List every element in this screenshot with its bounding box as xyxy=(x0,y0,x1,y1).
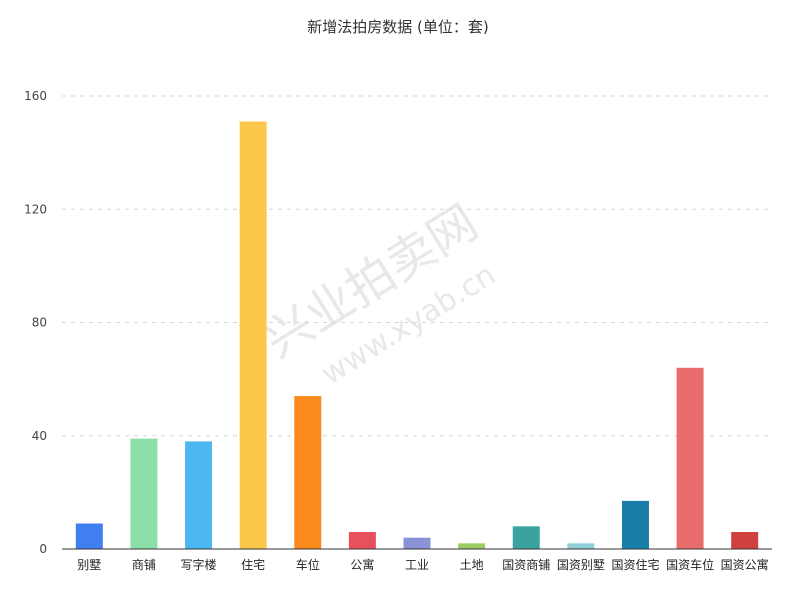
bar xyxy=(239,121,267,549)
bar xyxy=(130,438,158,549)
y-tick-label: 0 xyxy=(39,542,47,556)
x-tick-label: 国资住宅 xyxy=(611,557,659,572)
bar xyxy=(458,543,486,549)
y-tick-label: 160 xyxy=(24,89,47,103)
x-tick-label: 商铺 xyxy=(132,557,156,572)
y-tick-label: 40 xyxy=(32,429,47,443)
bar xyxy=(75,523,103,549)
watermark: 兴业拍卖网 www.xyab.cn xyxy=(254,194,502,392)
bar xyxy=(621,500,649,549)
bar xyxy=(512,526,540,549)
x-tick-label: 国资车位 xyxy=(666,557,714,572)
x-tick-label: 国资商铺 xyxy=(502,557,550,572)
chart-title: 新增法拍房数据 (单位：套) xyxy=(307,18,488,36)
x-tick-label: 写字楼 xyxy=(181,557,217,572)
x-tick-label: 国资公寓 xyxy=(721,557,769,572)
bar xyxy=(294,396,322,549)
x-tick-label: 工业 xyxy=(405,558,429,572)
x-tick-label: 土地 xyxy=(460,558,484,572)
x-tick-label: 住宅 xyxy=(241,557,265,572)
y-tick-label: 80 xyxy=(32,316,47,330)
bar xyxy=(731,532,759,549)
gridlines xyxy=(62,95,772,437)
x-tick-label: 别墅 xyxy=(77,558,101,572)
bar xyxy=(348,532,376,549)
bar xyxy=(676,367,704,549)
x-tick-label: 国资别墅 xyxy=(557,558,605,572)
x-tick-label: 车位 xyxy=(296,557,320,572)
bar xyxy=(567,543,595,549)
x-axis-ticks: 别墅 商铺 写字楼 住宅 车位 公寓 工业 土地 国资商铺 国资别墅 国资住宅 国资车位 国资公寓 xyxy=(77,557,768,572)
y-tick-label: 120 xyxy=(24,202,47,216)
bar xyxy=(185,441,213,549)
x-tick-label: 公寓 xyxy=(350,557,374,572)
y-axis-ticks: 0 40 80 120 160 xyxy=(24,89,47,556)
bars xyxy=(75,121,759,549)
bar xyxy=(403,537,431,549)
